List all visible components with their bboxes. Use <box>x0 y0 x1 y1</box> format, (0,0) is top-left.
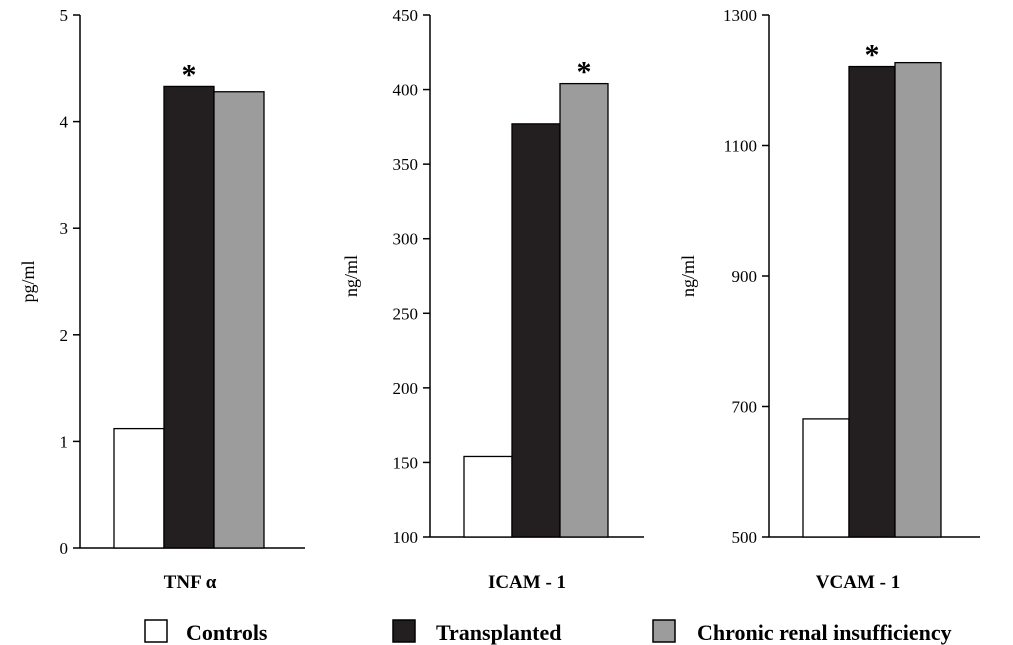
y-tick-label: 450 <box>393 6 419 25</box>
y-tick-label: 400 <box>393 81 419 100</box>
y-tick-label: 3 <box>60 219 69 238</box>
y-tick-label: 250 <box>393 304 419 323</box>
significance-asterisk: * <box>577 56 592 89</box>
y-tick-label: 100 <box>393 528 419 547</box>
bar-transplanted <box>163 85 215 549</box>
y-tick-label: 200 <box>393 379 419 398</box>
y-axis-title: pg/ml <box>18 260 38 302</box>
x-axis-label: ICAM - 1 <box>488 572 566 593</box>
y-tick-label: 1100 <box>724 137 757 156</box>
y-tick-label: 5 <box>60 6 69 25</box>
bar-transplanted <box>511 123 561 538</box>
y-tick-label: 2 <box>60 326 69 345</box>
y-axis-title: ng/ml <box>678 255 698 297</box>
significance-asterisk: * <box>865 39 880 72</box>
bar-transplanted <box>848 65 896 538</box>
bar-chronic <box>213 91 265 549</box>
legend-swatch-chronic <box>652 619 676 643</box>
legend-label-controls: Controls <box>186 620 268 645</box>
y-tick-label: 1 <box>60 432 69 451</box>
x-axis-label: TNF α <box>164 572 217 593</box>
y-axis-title: ng/ml <box>341 255 361 297</box>
legend: Controls Transplanted Chronic renal insu… <box>144 619 952 645</box>
legend-label-transplanted: Transplanted <box>436 620 562 645</box>
bar-chronic <box>894 61 942 538</box>
y-tick-label: 0 <box>60 539 69 558</box>
chart-panel-2: 100 150 200 250 300 350 400 450 ng/ml * ICAM - 1 <box>341 6 644 593</box>
y-tick-label: 4 <box>60 113 69 132</box>
chart-panels: 0 1 2 3 4 5 pg/ml * TNF α 100 150 200 250 300 350 400 45… <box>18 6 980 593</box>
y-tick-label: 700 <box>732 398 758 417</box>
chart-panel-1: 0 1 2 3 4 5 pg/ml * TNF α <box>18 6 305 593</box>
y-tick-label: 1300 <box>723 6 757 25</box>
bar-controls <box>113 427 165 549</box>
legend-swatch-transplanted <box>392 619 416 643</box>
y-tick-label: 150 <box>393 453 419 472</box>
legend-label-chronic: Chronic renal insufficiency <box>697 620 952 645</box>
y-tick-label: 500 <box>732 528 758 547</box>
bar-chronic <box>559 82 609 538</box>
legend-swatch-controls <box>144 619 168 643</box>
x-axis-label: VCAM - 1 <box>816 572 900 593</box>
y-tick-label: 300 <box>393 230 419 249</box>
y-tick-label: 350 <box>393 155 419 174</box>
chart-panel-3: 500 700 900 1100 1300 ng/ml * VCAM - 1 <box>678 6 980 593</box>
bar-controls <box>802 418 850 538</box>
bar-controls <box>463 455 513 538</box>
y-tick-label: 900 <box>732 267 758 286</box>
significance-asterisk: * <box>182 58 197 91</box>
